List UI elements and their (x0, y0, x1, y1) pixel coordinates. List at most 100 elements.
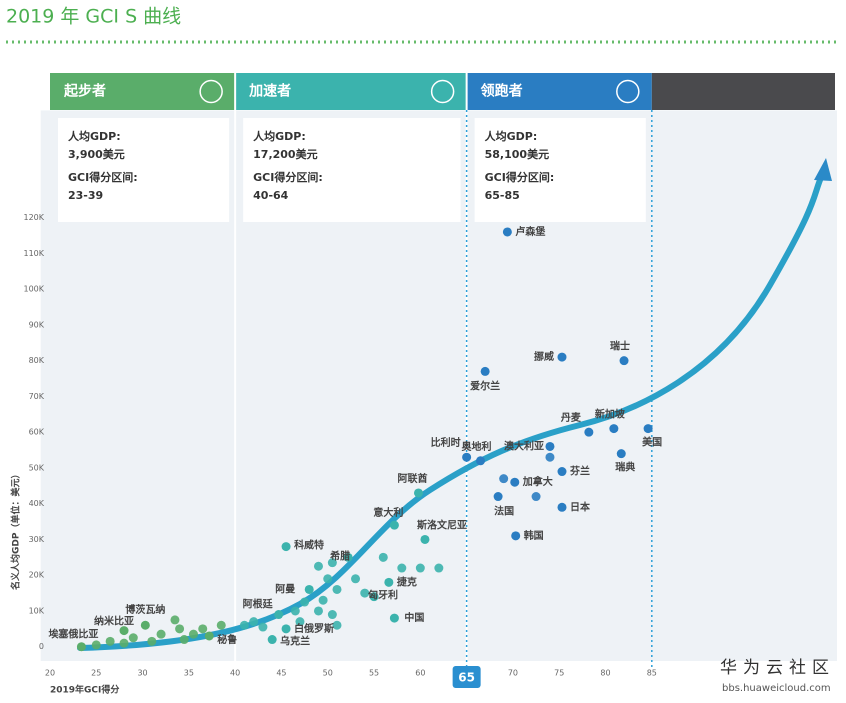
x-tick-label: 60 (415, 669, 425, 678)
watermark-url: bbs.huaweicloud.com (722, 683, 831, 694)
s-curve (77, 172, 825, 651)
x-tick-label: 35 (184, 669, 194, 678)
point-label: 秘鲁 (217, 633, 237, 646)
point (434, 563, 444, 573)
stage-header (50, 73, 236, 110)
stage-gdp: 3,900美元 (68, 147, 125, 161)
x-tick-label: 45 (276, 669, 286, 678)
point (313, 561, 323, 571)
point-label: 韩国 (524, 529, 544, 542)
stage-name: 起步者 (63, 83, 106, 100)
y-tick-label: 0 (39, 642, 44, 651)
plot: 0 10K 20K 30K 40K 50K 60K 70K 80K 90K 100K 110K 120K… (23, 110, 657, 688)
point-label: 中国 (404, 611, 424, 624)
point-label: 奥地利 (462, 440, 492, 453)
point-label: 科威特 (294, 539, 324, 552)
point (332, 584, 342, 594)
x-tick-label: 25 (91, 669, 101, 678)
point-label: 芬兰 (569, 465, 590, 478)
point (557, 502, 567, 512)
point-label: 阿联酋 (397, 472, 427, 485)
x-axis-label: 2019年GCI得分 (50, 684, 119, 696)
x-tick-label: 55 (369, 669, 379, 678)
stage-gdp: 17,200美元 (253, 147, 317, 161)
y-tick-label: 90K (29, 320, 45, 329)
x-tick-label: 30 (137, 669, 147, 678)
stage-header-rest (651, 73, 835, 110)
x-tick-label: 50 (323, 669, 333, 678)
point (557, 467, 567, 477)
y-tick-label: 110K (23, 249, 44, 258)
stage-icon (430, 79, 455, 104)
stage-name: 加速者 (248, 83, 291, 100)
point (332, 620, 342, 630)
point (531, 492, 541, 502)
point (274, 610, 284, 620)
point (198, 624, 208, 634)
point (239, 620, 249, 630)
point (188, 629, 198, 639)
point (413, 488, 423, 498)
point (397, 563, 407, 573)
y-tick-label: 80K (29, 356, 45, 365)
point-label: 新加坡 (595, 408, 626, 421)
point (119, 626, 129, 636)
point (175, 624, 185, 634)
y-tick-label: 70K (29, 392, 45, 401)
point (378, 552, 388, 562)
point (318, 595, 328, 605)
point (389, 613, 399, 623)
point-label: 阿根廷 (243, 598, 274, 611)
point (480, 366, 490, 376)
point (351, 574, 361, 584)
stage-name: 领跑者 (481, 83, 523, 100)
point-label: 斯洛文尼亚 (417, 518, 467, 531)
x-tick-label: 40 (230, 669, 240, 678)
point (511, 531, 521, 541)
stage-gdp-label: 人均GDP: (485, 129, 538, 143)
point (147, 636, 157, 646)
y-tick-label: 100K (23, 285, 44, 294)
point (304, 584, 314, 594)
x-tick-label: 70 (508, 669, 518, 678)
point (249, 617, 259, 627)
point (204, 631, 214, 641)
point (327, 610, 337, 620)
point (369, 592, 379, 602)
point (156, 629, 166, 639)
point-label: 挪威 (534, 350, 554, 363)
point (281, 542, 291, 552)
y-tick-label: 10K (29, 606, 45, 615)
point (170, 615, 180, 625)
curve-arrow (814, 158, 832, 181)
point (476, 456, 486, 466)
point (389, 520, 399, 530)
stage-icon (199, 79, 223, 104)
point (300, 597, 310, 607)
point (295, 617, 305, 627)
point-label: 纳米比亚 (94, 615, 134, 628)
point (313, 606, 323, 616)
point-label: 白俄罗斯 (294, 622, 334, 635)
stage-box (243, 118, 461, 222)
point-label: 澳大利亚 (504, 439, 544, 452)
point-label: 爱尔兰 (470, 379, 500, 392)
stage-header (466, 73, 652, 110)
chart-title: 2019 年 GCI S 曲线 (6, 6, 181, 28)
point (643, 424, 653, 434)
point (384, 577, 394, 587)
y-tick-label: 120K (23, 213, 44, 222)
point (557, 352, 567, 362)
y-tick-label: 30K (29, 535, 45, 544)
stage-box (58, 118, 230, 222)
point (616, 449, 626, 459)
watermark: 华为云社区 (720, 658, 835, 678)
point (216, 620, 226, 630)
point (545, 452, 555, 462)
point-label: 乌克兰 (280, 635, 310, 648)
point-label: 匈牙利 (368, 589, 398, 602)
highlight-tick-label: 65 (458, 671, 475, 685)
stage-box (474, 118, 646, 222)
point (258, 622, 268, 632)
